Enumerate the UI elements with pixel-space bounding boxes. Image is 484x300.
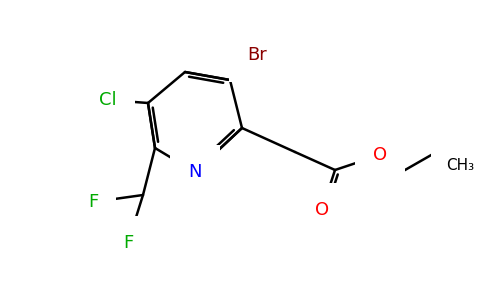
Text: O: O — [315, 201, 329, 219]
Text: Br: Br — [247, 46, 267, 64]
Text: O: O — [373, 146, 387, 164]
Text: F: F — [88, 193, 98, 211]
Text: CH₃: CH₃ — [446, 158, 474, 172]
Text: N: N — [188, 163, 202, 181]
Text: Cl: Cl — [99, 91, 117, 109]
Text: F: F — [123, 234, 133, 252]
